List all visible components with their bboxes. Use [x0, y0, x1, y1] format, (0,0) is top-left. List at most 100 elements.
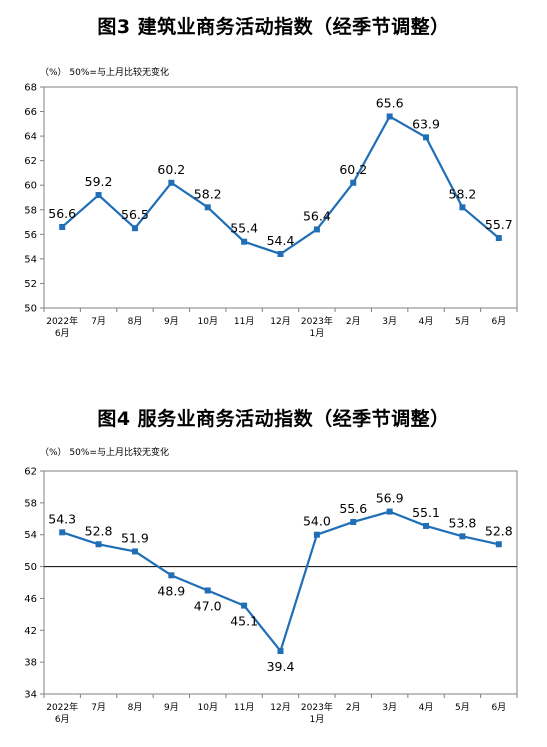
y-tick-label: 38: [24, 658, 37, 669]
data-point: [241, 238, 248, 245]
x-tick-label: 12月: [270, 702, 290, 713]
plot-frame: [43, 470, 518, 695]
y-tick-label: 64: [24, 132, 37, 143]
data-label: 63.9: [412, 116, 440, 131]
data-point: [168, 572, 175, 579]
data-point: [204, 204, 211, 211]
y-tick-label: 50: [24, 304, 37, 315]
x-tick-label: 7月: [91, 702, 106, 713]
x-tick-label: 6月: [491, 702, 506, 713]
x-tick-label: 6月: [55, 714, 70, 725]
y-tick-label: 62: [24, 156, 37, 167]
x-tick-label: 11月: [234, 316, 254, 327]
chart1-unit-note: （%） 50%=与上月比较无变化: [40, 68, 169, 78]
data-label: 45.1: [230, 614, 258, 629]
x-tick-label: 4月: [419, 316, 434, 327]
data-label: 48.9: [157, 583, 185, 598]
x-tick-label: 9月: [164, 702, 179, 713]
data-label: 55.1: [412, 505, 440, 520]
data-label: 65.6: [376, 95, 404, 110]
y-tick-label: 62: [24, 467, 37, 478]
data-label: 56.4: [303, 208, 331, 223]
x-tick-label: 5月: [455, 316, 470, 327]
x-tick-label: 2022年: [46, 315, 78, 327]
y-tick-label: 60: [24, 181, 37, 192]
y-tick-label: 54: [24, 530, 37, 541]
x-tick-label: 11月: [234, 702, 254, 713]
y-tick-label: 50: [24, 562, 37, 573]
chart2-unit-note: （%） 50%=与上月比较无变化: [40, 448, 169, 458]
x-tick-label: 6月: [55, 328, 70, 339]
data-point: [95, 192, 102, 199]
y-tick-label: 58: [24, 498, 37, 509]
y-tick-label: 68: [24, 83, 37, 94]
data-point: [313, 226, 320, 233]
data-point: [386, 508, 393, 515]
x-tick-label: 1月: [310, 328, 325, 339]
data-point: [204, 587, 211, 594]
data-point: [350, 179, 357, 186]
data-label: 52.8: [85, 523, 113, 538]
x-tick-label: 6月: [491, 316, 506, 327]
data-label: 47.0: [194, 598, 222, 613]
data-point: [423, 522, 430, 529]
y-tick-label: 52: [24, 279, 37, 290]
y-tick-label: 56: [24, 230, 37, 241]
data-point: [131, 548, 138, 555]
x-tick-label: 1月: [310, 714, 325, 725]
data-point: [168, 179, 175, 186]
x-tick-label: 7月: [91, 316, 106, 327]
data-point: [459, 533, 466, 540]
data-point: [350, 518, 357, 525]
data-label: 51.9: [121, 530, 149, 545]
y-tick-label: 34: [24, 690, 37, 701]
y-tick-label: 54: [24, 254, 37, 265]
data-point: [495, 235, 502, 242]
data-point: [386, 113, 393, 120]
data-label: 56.9: [376, 491, 404, 506]
data-point: [59, 529, 66, 536]
data-point: [241, 602, 248, 609]
data-point: [277, 647, 284, 654]
plot-frame: [43, 86, 518, 309]
x-tick-label: 9月: [164, 316, 179, 327]
data-label: 54.3: [48, 511, 76, 526]
data-label: 55.7: [485, 217, 513, 232]
y-tick-label: 58: [24, 205, 37, 216]
data-label: 60.2: [339, 162, 367, 177]
x-tick-label: 10月: [198, 316, 218, 327]
data-label: 58.2: [449, 186, 477, 201]
data-point: [313, 531, 320, 538]
data-point: [495, 541, 502, 548]
x-tick-label: 8月: [128, 316, 143, 327]
data-label: 56.5: [121, 207, 149, 222]
data-point: [95, 541, 102, 548]
x-tick-label: 2023年: [301, 701, 333, 713]
data-point: [459, 204, 466, 211]
data-label: 56.6: [48, 206, 76, 221]
chart1-title: 图3 建筑业商务活动指数（经季节调整）: [97, 16, 450, 38]
data-label: 53.8: [449, 515, 477, 530]
x-tick-label: 3月: [382, 702, 397, 713]
x-tick-label: 10月: [198, 702, 218, 713]
x-tick-label: 8月: [128, 702, 143, 713]
x-tick-label: 2月: [346, 702, 361, 713]
data-point: [59, 223, 66, 230]
data-label: 54.0: [303, 514, 331, 529]
x-tick-label: 2023年: [301, 315, 333, 327]
chart2-title: 图4 服务业商务活动指数（经季节调整）: [97, 408, 450, 430]
data-label: 39.4: [267, 659, 295, 674]
data-label: 54.4: [267, 233, 295, 248]
x-tick-label: 2022年: [46, 701, 78, 713]
data-point: [277, 250, 284, 257]
data-label: 55.4: [230, 221, 258, 236]
x-tick-label: 2月: [346, 316, 361, 327]
y-tick-label: 42: [24, 626, 37, 637]
data-label: 58.2: [194, 186, 222, 201]
data-label: 60.2: [157, 162, 185, 177]
data-point: [423, 134, 430, 141]
data-label: 55.6: [339, 501, 367, 516]
data-label: 59.2: [85, 174, 113, 189]
